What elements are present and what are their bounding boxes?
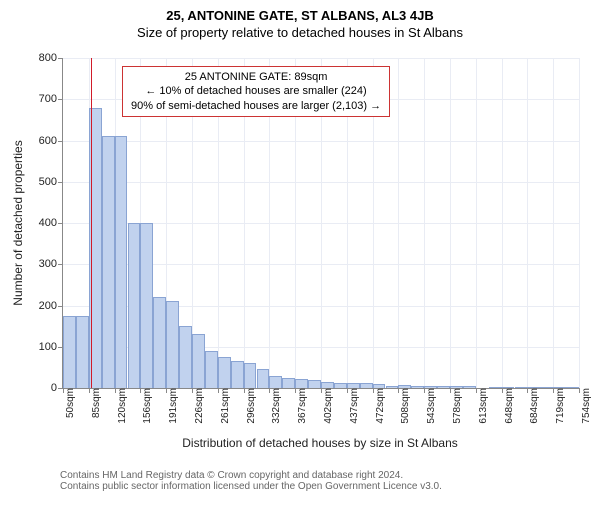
histogram-bar: [566, 387, 579, 388]
histogram-bar: [231, 361, 244, 388]
y-tick-label: 500: [39, 176, 63, 188]
histogram-bar: [411, 386, 424, 388]
x-tick-label: 613sqm: [476, 388, 489, 424]
histogram-bar: [128, 223, 141, 388]
x-tick-label: 402sqm: [321, 388, 334, 424]
histogram-bar: [166, 301, 179, 388]
x-axis-label: Distribution of detached houses by size …: [182, 436, 458, 450]
histogram-bar: [424, 386, 437, 388]
histogram-bar: [450, 386, 463, 388]
x-tick-label: 508sqm: [398, 388, 411, 424]
histogram-bar: [192, 334, 205, 388]
histogram-bar: [463, 386, 476, 388]
histogram-bar: [373, 384, 386, 388]
histogram-bar: [76, 316, 89, 388]
histogram-bar: [347, 383, 360, 388]
x-tick-label: 226sqm: [192, 388, 205, 424]
x-tick-label: 50sqm: [63, 388, 76, 418]
x-tick-label: 754sqm: [579, 388, 592, 424]
histogram-bar: [308, 380, 321, 388]
x-tick-label: 543sqm: [424, 388, 437, 424]
footer-attribution: Contains HM Land Registry data © Crown c…: [60, 470, 442, 492]
annotation-line-1: 25 ANTONINE GATE: 89sqm: [131, 70, 381, 84]
x-tick-label: 648sqm: [502, 388, 515, 424]
x-tick-label: 719sqm: [553, 388, 566, 424]
footer-line-2: Contains public sector information licen…: [60, 481, 442, 492]
highlight-line: [91, 58, 92, 388]
histogram-bar: [115, 136, 128, 388]
histogram-bar: [334, 383, 347, 388]
x-tick-label: 472sqm: [373, 388, 386, 424]
chart-subtitle: Size of property relative to detached ho…: [0, 25, 600, 40]
x-tick-label: 437sqm: [347, 388, 360, 424]
histogram-bar: [218, 357, 231, 388]
histogram-bar: [257, 369, 270, 388]
histogram-bar: [437, 386, 450, 388]
histogram-bar: [515, 387, 528, 388]
histogram-bar: [502, 387, 515, 388]
histogram-bar: [295, 379, 308, 388]
histogram-bar: [102, 136, 115, 388]
x-tick-label: 261sqm: [218, 388, 231, 424]
histogram-bar: [179, 326, 192, 388]
x-tick-label: 296sqm: [244, 388, 257, 424]
y-axis-label: Number of detached properties: [11, 140, 25, 305]
y-tick-label: 600: [39, 135, 63, 147]
y-tick-label: 100: [39, 341, 63, 353]
histogram-bar: [540, 387, 553, 388]
histogram-bar: [360, 383, 373, 388]
histogram-bar: [153, 297, 166, 388]
y-tick-label: 0: [51, 382, 63, 394]
x-tick-label: 120sqm: [115, 388, 128, 424]
x-tick-label: 684sqm: [527, 388, 540, 424]
x-tick-label: 578sqm: [450, 388, 463, 424]
y-tick-label: 700: [39, 93, 63, 105]
annotation-line-2: ← 10% of detached houses are smaller (22…: [131, 84, 381, 98]
y-tick-label: 400: [39, 217, 63, 229]
x-tick-label: 85sqm: [89, 388, 102, 418]
y-tick-label: 800: [39, 52, 63, 64]
histogram-bar: [140, 223, 153, 388]
histogram-bar: [205, 351, 218, 388]
histogram-bar: [489, 387, 502, 388]
y-tick-label: 300: [39, 258, 63, 270]
histogram-bar: [244, 363, 257, 388]
histogram-bar: [269, 376, 282, 388]
x-tick-label: 156sqm: [140, 388, 153, 424]
histogram-bar: [398, 385, 411, 388]
histogram-bar: [386, 386, 399, 388]
histogram-bar: [282, 378, 295, 388]
address-title: 25, ANTONINE GATE, ST ALBANS, AL3 4JB: [0, 8, 600, 23]
annotation-box: 25 ANTONINE GATE: 89sqm ← 10% of detache…: [122, 66, 390, 117]
y-tick-label: 200: [39, 300, 63, 312]
footer-line-1: Contains HM Land Registry data © Crown c…: [60, 470, 442, 481]
x-tick-label: 332sqm: [269, 388, 282, 424]
histogram-bar: [553, 387, 566, 388]
histogram-bar: [527, 387, 540, 388]
histogram-bar: [321, 382, 334, 388]
x-tick-label: 367sqm: [295, 388, 308, 424]
x-tick-label: 191sqm: [166, 388, 179, 424]
annotation-line-3: 90% of semi-detached houses are larger (…: [131, 99, 381, 113]
histogram-bar: [63, 316, 76, 388]
